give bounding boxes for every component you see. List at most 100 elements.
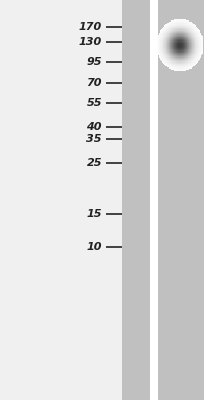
Bar [181,66,182,68]
Bar [170,42,171,44]
Bar [186,60,187,61]
Bar [188,57,189,59]
Bar [174,19,175,21]
Bar [198,32,199,33]
Bar [198,57,199,59]
Bar [190,32,191,33]
Bar [199,46,200,48]
Bar [181,68,182,70]
Bar [169,23,170,24]
Bar [179,25,180,27]
Bar [163,40,164,42]
Bar [170,55,171,56]
Bar [159,38,160,39]
Bar [195,41,196,43]
Bar [175,67,176,69]
Bar [169,30,170,32]
Bar [197,55,198,56]
Bar [172,25,173,27]
Bar [160,44,161,45]
Bar [171,57,172,59]
Bar [178,28,179,30]
Bar [167,51,168,53]
Bar [183,29,184,31]
Bar [178,56,179,58]
Bar [163,55,164,56]
Bar [201,38,202,39]
Bar [194,61,195,62]
Bar [172,62,173,64]
Bar [178,70,179,71]
Bar [184,44,185,45]
Bar [199,33,200,34]
Bar [166,54,167,55]
Bar [199,42,200,44]
Bar [180,24,181,26]
Bar [191,52,192,54]
Bar [172,68,173,70]
Bar [163,35,164,37]
Bar [162,57,163,59]
Bar [169,44,170,45]
Bar [164,45,165,47]
Bar [182,29,183,31]
Bar [174,28,175,30]
Bar [185,55,186,56]
Bar [186,41,187,43]
Bar [167,52,168,54]
Bar [163,36,164,38]
Bar [173,65,174,66]
Bar [181,58,182,60]
Bar [187,35,188,37]
Bar [184,60,185,61]
Bar [181,56,182,58]
Bar [175,48,176,49]
Bar [164,54,165,55]
Bar [169,30,170,32]
Bar [164,56,165,58]
Bar [173,36,174,38]
Bar [181,63,182,65]
Bar [185,44,186,45]
Text: 95: 95 [86,57,102,67]
Bar [180,25,181,27]
Bar [163,52,164,54]
Bar [162,42,163,44]
Bar [164,33,165,34]
Bar [191,65,192,66]
Bar [160,57,161,59]
Bar [199,58,200,60]
Bar [187,20,188,22]
Bar [188,27,189,28]
Bar [196,44,197,45]
Bar [192,55,193,56]
Bar [174,22,175,23]
Bar [190,30,191,32]
Bar [166,63,167,65]
Bar [192,33,193,34]
Bar [173,57,174,59]
Bar [160,45,161,47]
Bar [158,42,159,44]
Bar [188,60,189,61]
Bar [187,40,188,42]
Bar [191,44,192,45]
Bar [180,33,181,34]
Bar [170,39,171,40]
Bar [175,38,176,39]
Bar [177,42,178,44]
Bar [173,20,174,22]
Bar [175,55,176,56]
Bar [179,58,180,60]
Bar [188,52,189,54]
Bar [183,32,184,33]
Bar [195,52,196,54]
Bar [177,49,178,50]
Bar [184,62,185,64]
Bar [184,45,185,47]
Bar [191,62,192,64]
Bar [194,51,195,53]
Bar [186,40,187,42]
Bar [170,34,171,36]
Bar [177,19,178,21]
